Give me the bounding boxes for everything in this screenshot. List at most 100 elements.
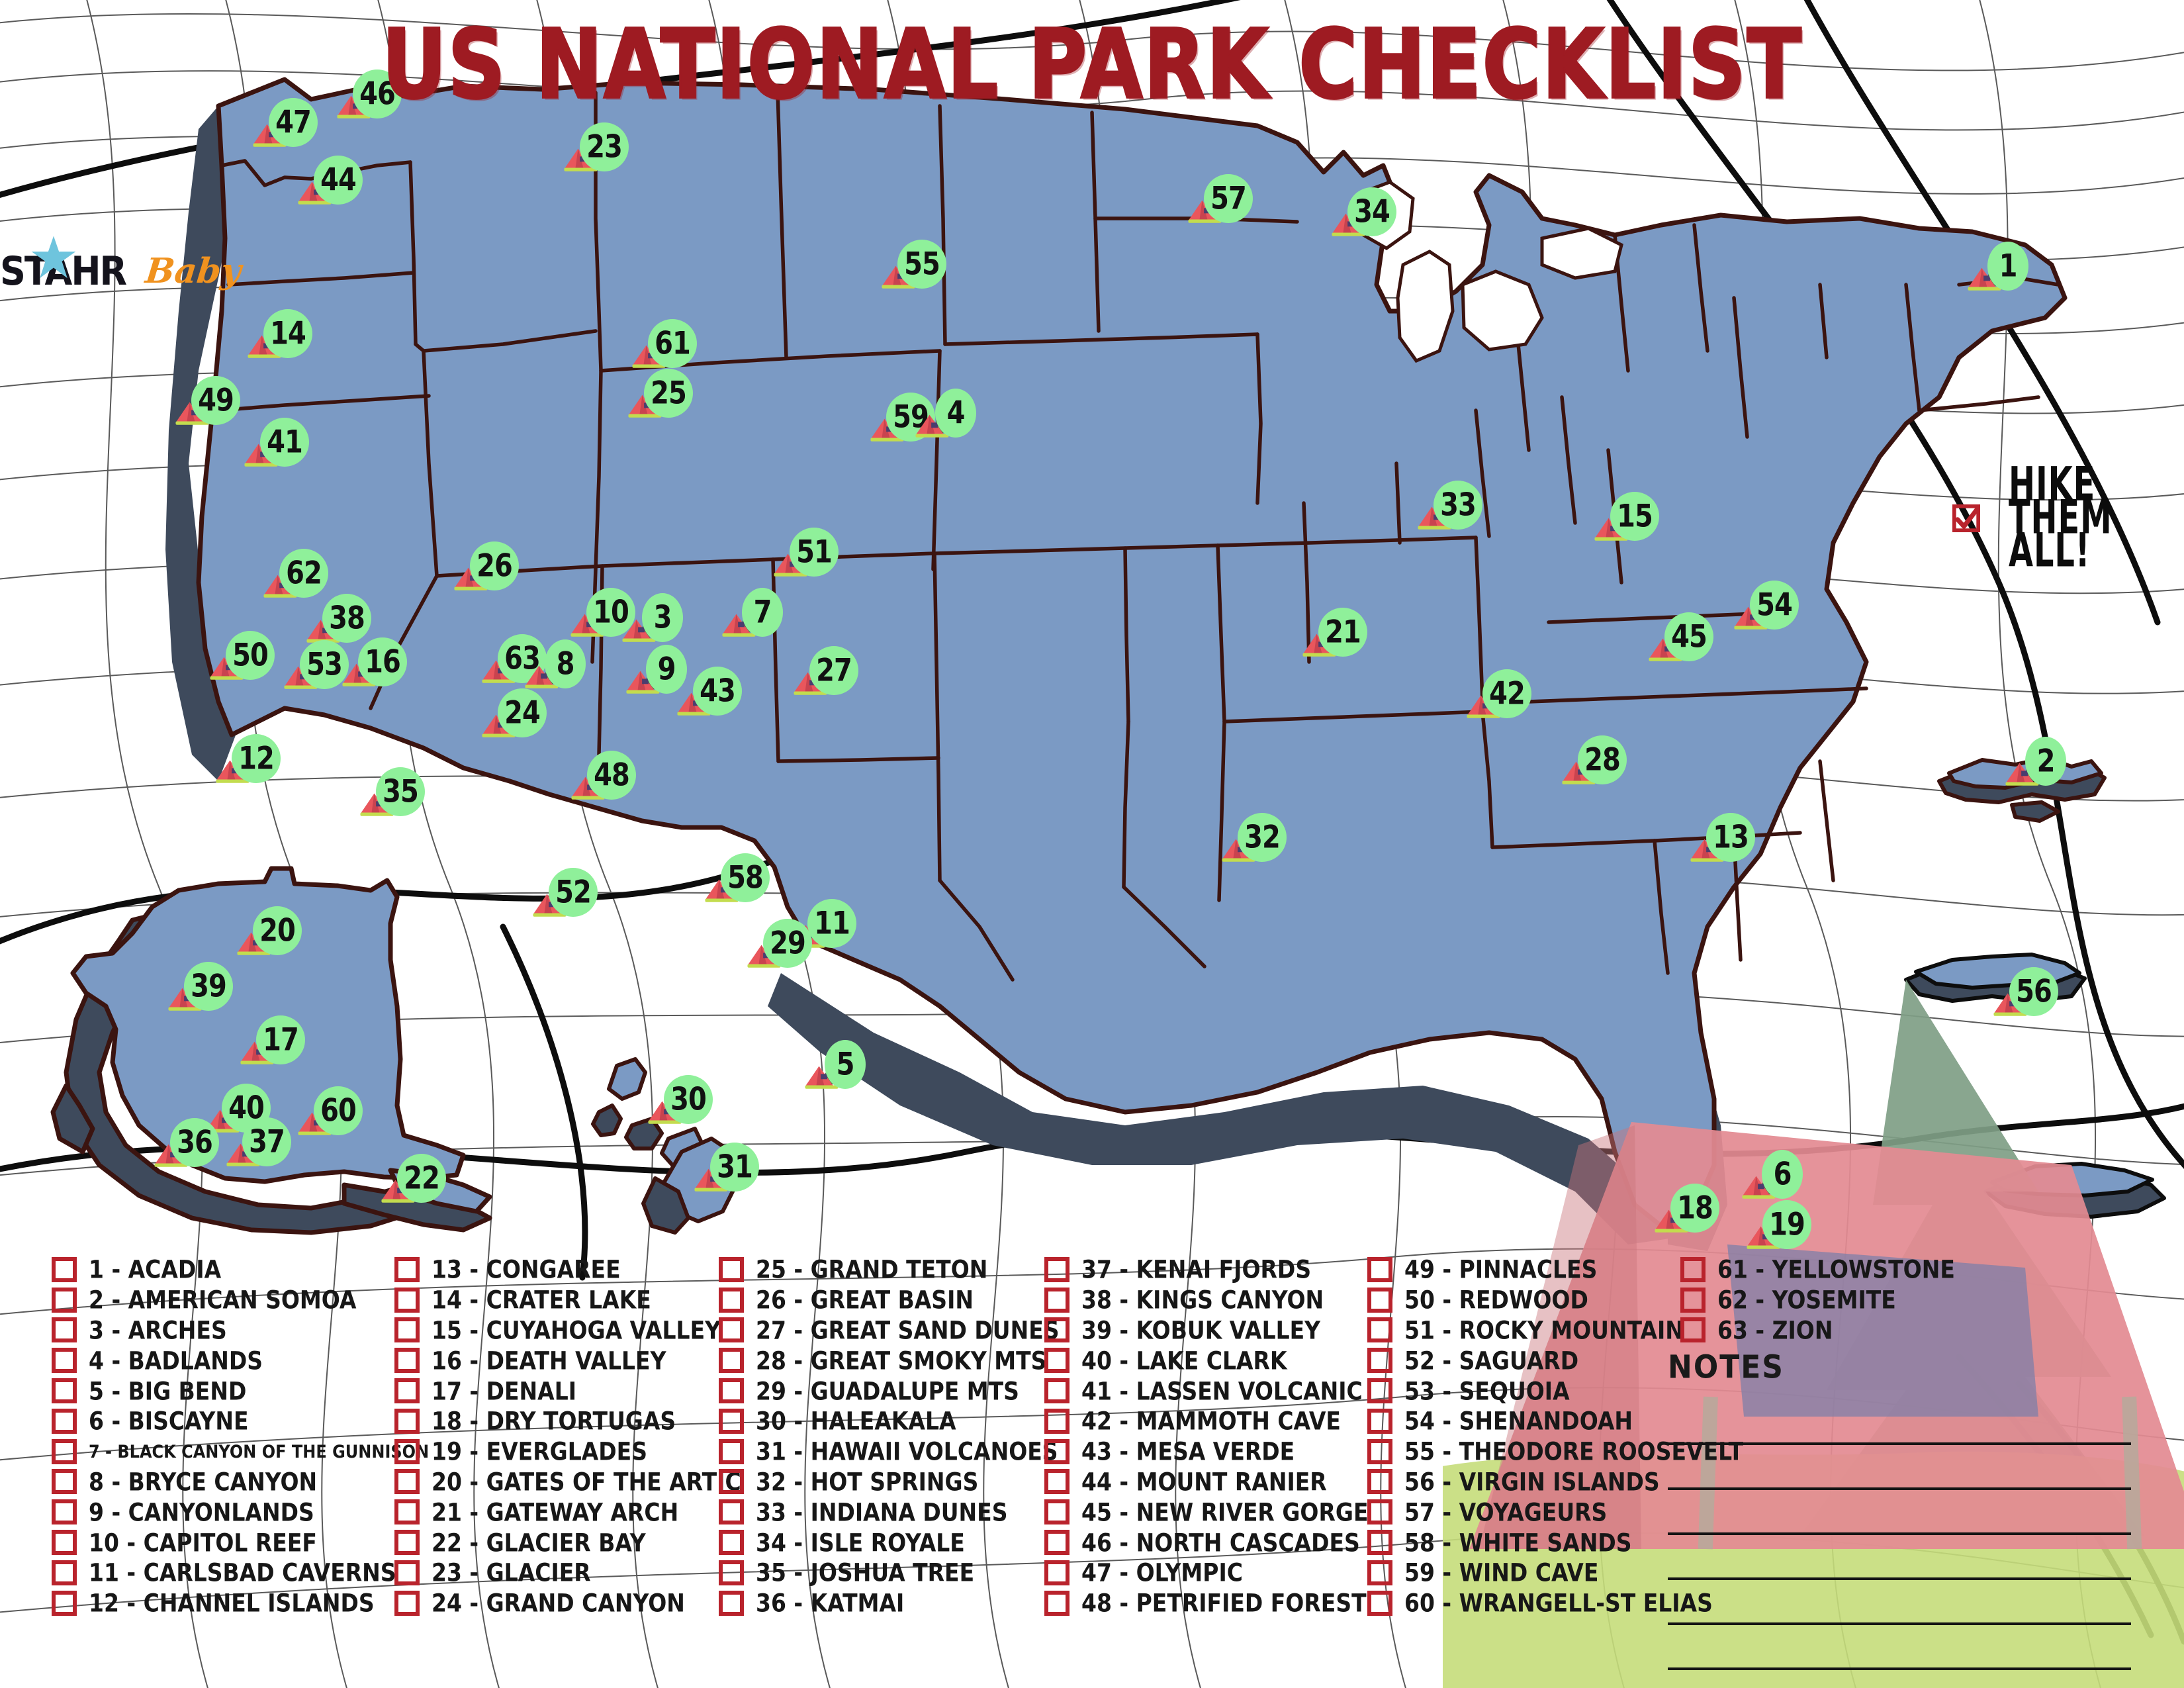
checkbox-icon[interactable] [1044,1408,1069,1434]
checklist-item[interactable]: 31 - HAWAII VOLCANOES [719,1436,1058,1467]
checklist-item[interactable]: 28 - GREAT SMOKY MTS [719,1345,1046,1376]
checklist-item[interactable]: 27 - GREAT SAND DUNES [719,1315,1060,1346]
checklist-item[interactable]: 63 - ZION [1680,1315,1972,1346]
checklist-item[interactable]: 58 - WHITE SANDS [1367,1527,1668,1558]
checkbox-icon[interactable] [719,1348,744,1374]
checklist-item[interactable]: 51 - ROCKY MOUNTAIN [1367,1315,1684,1346]
checkbox-icon[interactable] [394,1408,420,1434]
checklist-item[interactable]: 24 - GRAND CANYON [394,1588,705,1618]
checkbox-icon[interactable] [719,1499,744,1525]
checkbox-icon[interactable] [394,1590,420,1616]
checkbox-icon[interactable] [719,1287,744,1313]
checkbox-icon[interactable] [1367,1530,1392,1556]
checklist-item[interactable]: 56 - VIRGIN ISLANDS [1367,1467,1668,1497]
checklist-item[interactable]: 6 - BISCAYNE [52,1406,383,1436]
checkbox-icon[interactable] [1680,1317,1706,1343]
checklist-item[interactable]: 34 - ISLE ROYALE [719,1527,1030,1558]
checkbox-icon[interactable] [719,1408,744,1434]
checkbox-icon[interactable] [394,1499,420,1525]
checklist-item[interactable]: 37 - KENAI FJORDS [1044,1254,1355,1285]
checklist-item[interactable]: 55 - THEODORE ROOSEVELT [1367,1436,1743,1467]
checklist-item[interactable]: 54 - SHENANDOAH [1367,1406,1668,1436]
checkbox-icon[interactable] [1044,1560,1069,1585]
checkbox-icon[interactable] [1680,1256,1706,1282]
checklist-item[interactable]: 33 - INDIANA DUNES [719,1497,1030,1527]
checkbox-icon[interactable] [394,1256,420,1282]
checklist-item[interactable]: 46 - NORTH CASCADES [1044,1527,1360,1558]
checkbox-icon[interactable] [1044,1287,1069,1313]
checkbox-icon[interactable] [52,1560,77,1585]
checklist-item[interactable]: 47 - OLYMPIC [1044,1558,1355,1588]
checkbox-icon[interactable] [394,1348,420,1374]
checkbox-icon[interactable] [1044,1378,1069,1404]
checkbox-icon[interactable] [719,1560,744,1585]
checkbox-icon[interactable] [719,1438,744,1464]
checklist-item[interactable]: 12 - CHANNEL ISLANDS [52,1588,383,1618]
checklist-item[interactable]: 1 - ACADIA [52,1254,383,1285]
checklist-item[interactable]: 19 - EVERGLADES [394,1436,705,1467]
checkbox-icon[interactable] [1367,1408,1392,1434]
checkbox-icon[interactable] [1367,1256,1392,1282]
checkbox-icon[interactable] [1367,1560,1392,1585]
checklist-item[interactable]: 40 - LAKE CLARK [1044,1345,1355,1376]
checkbox-icon[interactable] [52,1590,77,1616]
checklist-item[interactable]: 4 - BADLANDS [52,1345,383,1376]
checkbox-icon[interactable] [1367,1287,1392,1313]
checkbox-icon[interactable] [394,1560,420,1585]
checklist-item[interactable]: 41 - LASSEN VOLCANIC [1044,1376,1363,1406]
checkbox-icon[interactable] [1367,1438,1392,1464]
checklist-item[interactable]: 35 - JOSHUA TREE [719,1558,1030,1588]
checklist-item[interactable]: 3 - ARCHES [52,1315,383,1346]
checkbox-icon[interactable] [1367,1378,1392,1404]
checklist-item[interactable]: 18 - DRY TORTUGAS [394,1406,705,1436]
checklist-item[interactable]: 13 - CONGAREE [394,1254,705,1285]
checkbox-icon[interactable] [52,1408,77,1434]
checklist-item[interactable]: 17 - DENALI [394,1376,705,1406]
checklist-item[interactable]: 43 - MESA VERDE [1044,1436,1355,1467]
checkbox-icon[interactable] [719,1378,744,1404]
checklist-item[interactable]: 36 - KATMAI [719,1588,1030,1618]
checkbox-icon[interactable] [1367,1499,1392,1525]
checkbox-icon[interactable] [1044,1438,1069,1464]
checkbox-icon[interactable] [719,1256,744,1282]
checkbox-icon[interactable] [394,1469,420,1495]
checklist-item[interactable]: 20 - GATES OF THE ARTIC [394,1467,741,1497]
notes-write-line[interactable] [1668,1442,2131,1445]
checklist-item[interactable]: 29 - GUADALUPE MTS [719,1376,1030,1406]
checkbox-icon[interactable] [52,1317,77,1343]
checkbox-icon[interactable] [52,1256,77,1282]
checklist-item[interactable]: 7 - BLACK CANYON OF THE GUNNISON [52,1436,429,1467]
notes-write-line[interactable] [1668,1622,2131,1625]
checklist-item[interactable]: 57 - VOYAGEURS [1367,1497,1668,1527]
checklist-item[interactable]: 10 - CAPITOL REEF [52,1527,383,1558]
checkbox-icon[interactable] [1680,1287,1706,1313]
checklist-item[interactable]: 48 - PETRIFIED FOREST [1044,1588,1367,1618]
checklist-item[interactable]: 49 - PINNACLES [1367,1254,1668,1285]
checkbox-icon[interactable] [1367,1348,1392,1374]
checklist-item[interactable]: 16 - DEATH VALLEY [394,1345,705,1376]
checkbox-icon[interactable] [394,1287,420,1313]
checkbox-icon[interactable] [1044,1348,1069,1374]
checklist-item[interactable]: 23 - GLACIER [394,1558,705,1588]
checkbox-icon[interactable] [52,1287,77,1313]
checkbox-icon[interactable] [52,1499,77,1525]
checklist-item[interactable]: 15 - CUYAHOGA VALLEY [394,1315,721,1346]
checklist-item[interactable]: 62 - YOSEMITE [1680,1285,1972,1315]
checkbox-icon[interactable] [394,1438,420,1464]
checklist-item[interactable]: 50 - REDWOOD [1367,1285,1668,1315]
checkbox-icon[interactable] [719,1530,744,1556]
checklist-item[interactable]: 39 - KOBUK VALLEY [1044,1315,1355,1346]
checklist-item[interactable]: 21 - GATEWAY ARCH [394,1497,705,1527]
checkbox-icon[interactable] [1044,1256,1069,1282]
checkbox-icon[interactable] [52,1530,77,1556]
checkbox-icon[interactable] [1044,1530,1069,1556]
checklist-item[interactable]: 44 - MOUNT RANIER [1044,1467,1355,1497]
checkbox-icon[interactable] [719,1469,744,1495]
checkbox-icon[interactable] [52,1378,77,1404]
checkbox-icon[interactable] [1367,1590,1392,1616]
checklist-item[interactable]: 45 - NEW RIVER GORGE [1044,1497,1369,1527]
checkbox-icon[interactable] [1044,1499,1069,1525]
checklist-item[interactable]: 25 - GRAND TETON [719,1254,1030,1285]
checklist-item[interactable]: 14 - CRATER LAKE [394,1285,705,1315]
checkbox-icon[interactable] [1367,1317,1392,1343]
